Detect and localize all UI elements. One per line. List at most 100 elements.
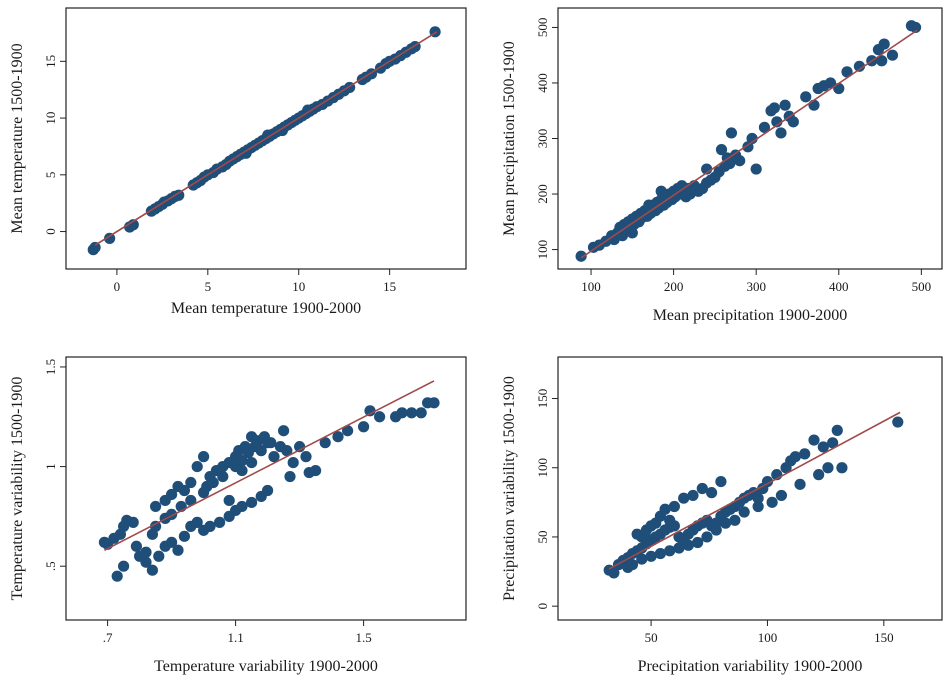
plot-frame [65,356,467,621]
data-point [750,163,762,175]
data-point [841,66,853,78]
data-point [150,500,162,513]
fit-line [580,29,918,259]
y-axis-label: Mean precipitation 1500-1900 [501,41,518,236]
y-tick-label: 300 [535,129,550,149]
data-point [827,437,839,449]
x-tick-label: 1.5 [355,630,371,645]
data-point [775,489,788,502]
x-axis-label: Mean precipitation 1900-2000 [653,307,848,324]
data-point [118,560,130,572]
data-point [239,441,251,453]
data-point [364,405,376,417]
data-point [332,431,344,443]
x-tick-label: 15 [383,279,396,294]
y-tick-label: 50 [535,530,550,543]
data-point [374,411,386,423]
data-point [645,520,657,532]
data-point [808,99,820,111]
x-tick-label: 0 [114,279,121,294]
data-point [111,570,123,582]
data-point [246,456,258,469]
data-point [892,416,904,428]
data-point [294,441,306,453]
x-tick-label: 200 [664,279,684,294]
y-tick-label: 200 [535,184,550,204]
data-point [246,496,258,509]
x-axis-label: Mean temperature 1900-2000 [171,300,361,317]
data-point [664,514,676,526]
data-point [631,528,643,540]
x-tick-label: .7 [103,630,113,645]
fit-line [608,411,901,570]
x-tick-label: 400 [829,279,849,294]
plot-frame [557,356,943,621]
data-point [752,500,764,513]
x-tick-label: 1.1 [227,630,243,645]
data-point [415,407,427,419]
data-point [262,484,274,497]
data-point [178,484,190,497]
x-axis-label: Precipitation variability 1900-2000 [638,658,863,675]
data-point [172,544,184,556]
data-point [696,482,708,495]
scatter-panel-2: 100 200 300 400 500 100 200 300 400 500 Mean preci… [501,7,943,324]
data-point [729,514,741,526]
data-point [276,124,288,137]
data-point [752,492,764,504]
data-point [130,540,142,552]
x-tick-label: 100 [758,630,778,645]
data-point [766,496,778,508]
data-point [127,219,139,231]
x-tick-label: 150 [874,630,894,645]
data-point [626,227,638,239]
data-point [198,451,210,463]
data-point [185,476,197,489]
data-point [246,431,258,443]
data-point [771,116,783,128]
y-tick-label: 500 [535,18,550,38]
data-point [207,476,219,489]
data-point [779,99,791,111]
data-point [742,141,754,153]
data-point [342,425,354,437]
data-point [643,199,655,211]
plot-frame [65,7,467,270]
data-point [724,157,736,170]
data-point [701,531,713,543]
data-point [800,91,812,103]
y-tick-label: .5 [43,561,58,571]
data-point [817,441,829,453]
data-point [673,542,685,554]
data-point [645,550,657,562]
data-point [775,127,787,139]
data-point [831,424,843,436]
data-point [300,451,312,463]
data-point [664,545,676,557]
data-point [265,437,277,449]
data-point [758,121,771,133]
y-axis-label: Temperature variability 1500-1900 [9,377,26,601]
y-tick-label: 15 [43,55,58,68]
data-point [127,516,139,528]
data-point [302,104,314,116]
data-point [358,421,370,433]
data-point [406,407,418,419]
data-point [682,539,694,551]
data-point [278,425,290,437]
y-tick-label: 100 [535,458,550,478]
data-point [173,189,185,201]
data-point [787,116,799,128]
data-point [140,556,152,568]
data-point [185,494,197,507]
data-point [287,456,299,469]
data-point [166,536,178,548]
data-point [808,434,820,446]
data-point [204,520,216,532]
data-point [236,500,248,513]
data-point [217,470,229,483]
data-point [710,524,722,536]
x-tick-label: 100 [581,279,601,294]
data-point [719,517,732,529]
data-point [715,475,727,488]
